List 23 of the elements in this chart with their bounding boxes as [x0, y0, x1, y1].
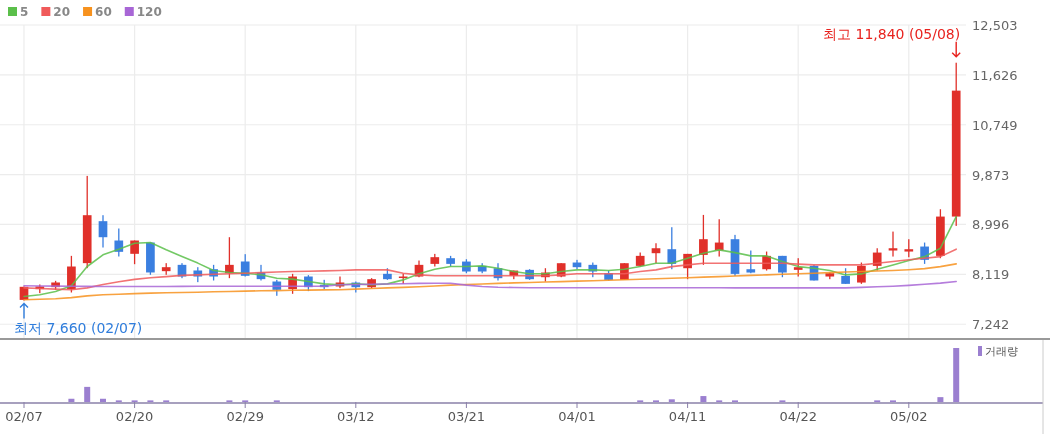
y-tick-label: 10,749 — [972, 117, 1018, 133]
y-tick-label: 9,873 — [972, 167, 1010, 183]
legend-label: 120 — [136, 5, 162, 19]
legend-label: 거래량 — [985, 345, 1018, 358]
legend-label: 5 — [20, 5, 29, 19]
y-tick-label: 12,503 — [972, 18, 1018, 33]
x-tick-label: 03/12 — [337, 409, 375, 424]
legend-label: 60 — [95, 5, 112, 19]
x-tick-label: 02/07 — [5, 409, 43, 424]
annotation: 최고 11,840 (05/08) — [823, 25, 961, 42]
x-tick-label: 03/21 — [447, 409, 486, 424]
x-tick-label: 04/22 — [779, 409, 817, 424]
x-tick-label: 04/11 — [668, 409, 707, 424]
annotation: 최저 7,660 (02/07) — [14, 320, 143, 337]
y-tick-label: 11,626 — [972, 67, 1018, 83]
y-tick-label: 8,996 — [972, 217, 1010, 233]
y-tick-label: 7,242 — [972, 317, 1010, 333]
x-tick-label: 02/20 — [115, 409, 154, 424]
x-tick-label: 05/02 — [890, 409, 928, 424]
y-tick-label: 8,119 — [972, 267, 1010, 283]
legend-label: 20 — [53, 5, 71, 19]
x-tick-label: 04/01 — [558, 409, 596, 424]
x-tick-label: 02/29 — [226, 409, 264, 424]
